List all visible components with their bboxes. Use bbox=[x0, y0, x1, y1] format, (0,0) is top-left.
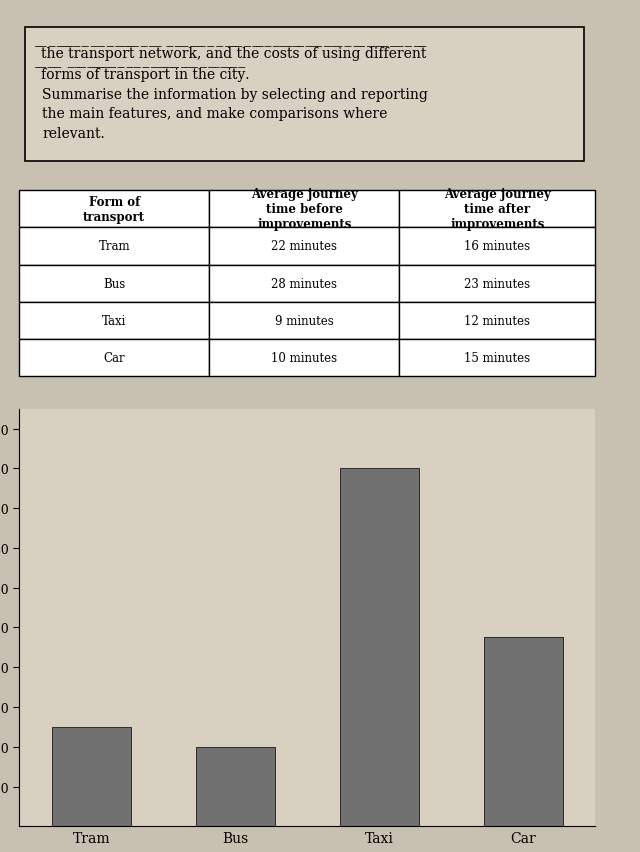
Bar bbox=[399, 302, 595, 339]
Text: Average journey
time before
improvements: Average journey time before improvements bbox=[251, 188, 358, 231]
Bar bbox=[52, 727, 131, 826]
Text: Taxi: Taxi bbox=[102, 314, 127, 327]
Text: 23 minutes: 23 minutes bbox=[464, 277, 531, 291]
Bar bbox=[399, 339, 595, 377]
Bar bbox=[196, 747, 275, 826]
Bar bbox=[209, 228, 399, 265]
Bar bbox=[209, 302, 399, 339]
Bar bbox=[19, 265, 209, 302]
Text: 12 minutes: 12 minutes bbox=[464, 314, 531, 327]
Bar bbox=[209, 265, 399, 302]
FancyBboxPatch shape bbox=[25, 28, 584, 162]
Bar bbox=[19, 339, 209, 377]
Bar bbox=[19, 302, 209, 339]
Text: 15 minutes: 15 minutes bbox=[464, 351, 531, 365]
Bar bbox=[340, 469, 419, 826]
Text: 28 minutes: 28 minutes bbox=[271, 277, 337, 291]
Text: Car: Car bbox=[104, 351, 125, 365]
Text: 22 minutes: 22 minutes bbox=[271, 240, 337, 253]
Bar bbox=[209, 339, 399, 377]
Text: 9 minutes: 9 minutes bbox=[275, 314, 333, 327]
Text: Tram: Tram bbox=[99, 240, 130, 253]
Text: Form of
transport: Form of transport bbox=[83, 196, 145, 223]
Text: Average journey
time after
improvements: Average journey time after improvements bbox=[444, 188, 550, 231]
Text: 10 minutes: 10 minutes bbox=[271, 351, 337, 365]
Text: 16 minutes: 16 minutes bbox=[464, 240, 531, 253]
Bar bbox=[399, 191, 595, 228]
Bar bbox=[484, 637, 563, 826]
Bar bbox=[19, 228, 209, 265]
Bar bbox=[399, 265, 595, 302]
X-axis label: Method of transport: Method of transport bbox=[236, 851, 379, 852]
Bar bbox=[19, 191, 209, 228]
Bar bbox=[399, 228, 595, 265]
Bar bbox=[209, 191, 399, 228]
Text: ̅t̅h̅e̅ ̅t̅r̅a̅n̅s̅p̅o̅r̅t̅ ̅n̅e̅t̅w̅o̅r̅k̅,̅ ̅a̅n̅d̅ ̅t̅h̅e̅ ̅c̅o̅s̅t̅s̅ ̅o̅f̅ : ̅t̅h̅e̅ ̅t̅r̅a̅n̅s̅p̅o̅r̅t̅ ̅n̅e̅t̅w̅o̅r… bbox=[42, 46, 428, 141]
Text: Bus: Bus bbox=[103, 277, 125, 291]
